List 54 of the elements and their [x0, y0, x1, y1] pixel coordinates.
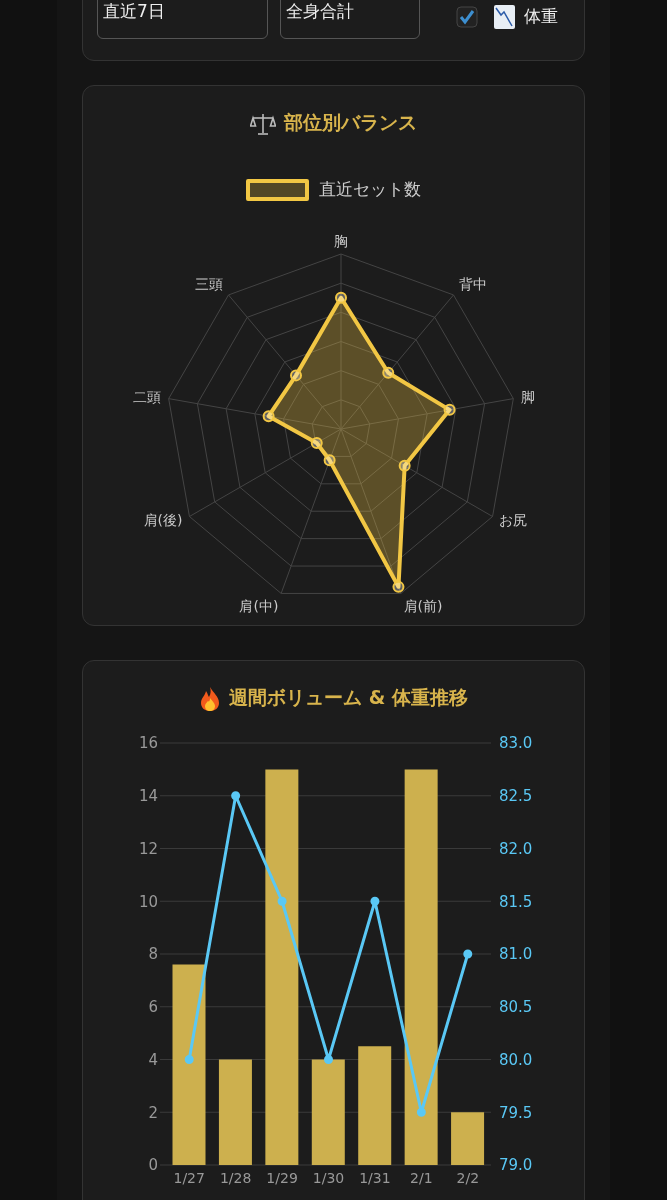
- bar: [358, 1046, 392, 1165]
- bar: [218, 1059, 252, 1165]
- legend-label: 直近セット数: [318, 178, 421, 201]
- chart-title: 週間ボリューム & 体重推移: [228, 685, 469, 710]
- x-tick-label: 1/27: [173, 1169, 205, 1186]
- bar: [451, 1112, 485, 1165]
- text: 直近7日: [97, 0, 268, 39]
- y2-tick-label: 80.0: [499, 1050, 533, 1069]
- x-tick-label: 2/2: [456, 1169, 480, 1186]
- y2-tick-label: 83.0: [499, 734, 533, 753]
- spoke-label: 胸: [334, 233, 348, 249]
- x-tick-label: 1/30: [312, 1169, 345, 1186]
- bar: [265, 769, 299, 1165]
- y2-tick-label: 81.0: [499, 945, 533, 964]
- y-tick-label: 8: [148, 945, 158, 964]
- y-tick-label: 2: [148, 1103, 158, 1122]
- y-tick-label: 10: [138, 892, 158, 911]
- point: [184, 1055, 194, 1064]
- point: [231, 791, 241, 801]
- y2-tick-label: 79.5: [499, 1103, 533, 1122]
- spoke-label: 二頭: [132, 389, 161, 406]
- spoke-label: 肩(後): [143, 512, 183, 529]
- x-tick-label: 1/29: [266, 1169, 298, 1186]
- spoke-label: 脚: [521, 389, 536, 406]
- point: [370, 896, 380, 906]
- x-tick-label: 1/28: [219, 1169, 252, 1186]
- y2-tick-label: 82.0: [499, 839, 533, 858]
- x-tick-label: 2/1: [410, 1169, 433, 1186]
- bar: [404, 769, 438, 1165]
- x-tick-label: 1/31: [359, 1169, 391, 1186]
- spoke-label: 三頭: [195, 275, 224, 292]
- y-tick-label: 0: [148, 1156, 158, 1175]
- spoke-label: 肩(中): [239, 597, 279, 614]
- text: 体重: [524, 5, 558, 28]
- y2-tick-label: 79.0: [499, 1156, 533, 1175]
- y-tick-label: 6: [148, 998, 158, 1017]
- chart-title: 部位別バランス: [283, 110, 418, 135]
- text: 全身合計: [280, 0, 420, 39]
- y2-tick-label: 81.5: [499, 892, 533, 911]
- spoke-label: 肩(前): [403, 597, 443, 614]
- y-tick-label: 16: [138, 734, 158, 753]
- spoke-label: 背中: [458, 275, 487, 292]
- bar: [172, 964, 206, 1165]
- y-tick-label: 14: [138, 787, 158, 806]
- point: [416, 1107, 426, 1117]
- bar: [311, 1059, 345, 1165]
- spoke-label: お尻: [499, 512, 528, 529]
- y2-tick-label: 82.5: [499, 787, 533, 806]
- y2-tick-label: 80.5: [499, 998, 533, 1017]
- y-tick-label: 4: [148, 1050, 158, 1069]
- point: [463, 949, 473, 959]
- y-tick-label: 12: [138, 839, 158, 858]
- point: [277, 896, 287, 906]
- point: [324, 1055, 333, 1064]
